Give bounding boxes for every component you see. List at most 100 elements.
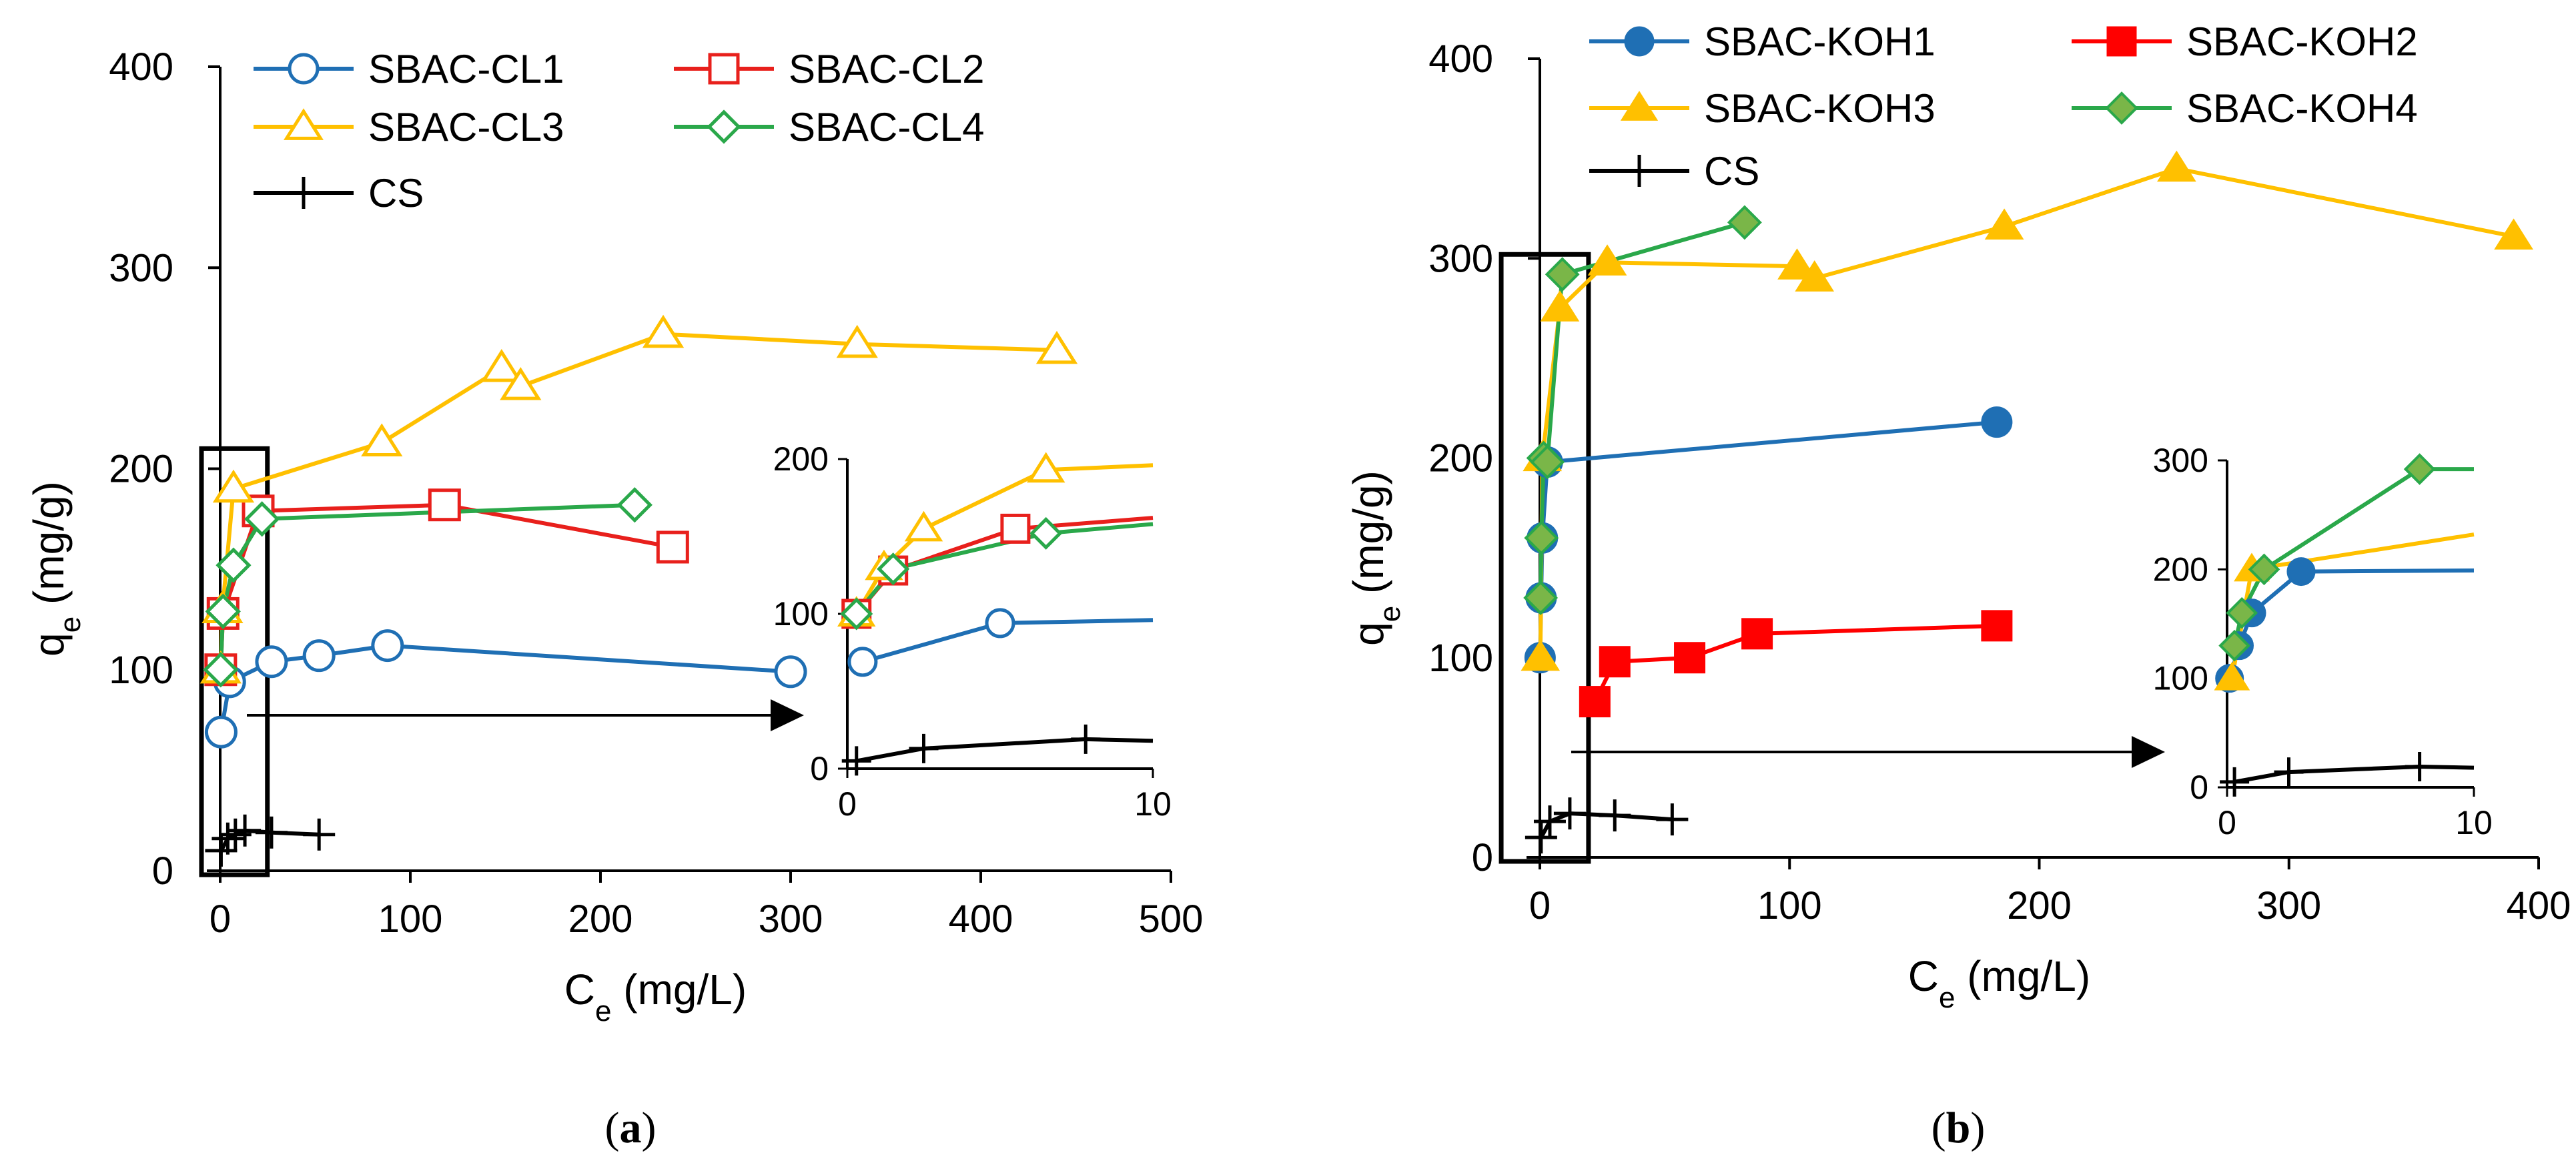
y-axis-title: qe (mg/g) — [25, 481, 87, 657]
y-tick-label: 0 — [1472, 836, 1493, 879]
series-line-sbac-koh2 — [1593, 623, 1997, 703]
data-point-sbac-cl4 — [216, 547, 252, 583]
inset-series-line-sbac-cl4 — [855, 522, 1154, 615]
y-tick-label: 300 — [1428, 237, 1493, 280]
legend-marker-sbac-cl2 — [708, 53, 740, 85]
data-point-sbac-cl3 — [642, 314, 685, 348]
inset-data-point-cs — [909, 733, 939, 763]
legend-item-sbac-cl1: SBAC-CL1 — [254, 47, 564, 91]
inset-series-line-sbac-koh4 — [2232, 467, 2474, 647]
data-point-cs — [1525, 821, 1557, 854]
inset-data-point-sbac-koh3 — [2214, 661, 2250, 691]
data-point-sbac-cl1 — [371, 629, 404, 663]
panel-caption-a: (a) — [605, 1104, 657, 1152]
x-tick-label: 200 — [568, 897, 633, 941]
x-axis-title: Ce (mg/L) — [564, 965, 747, 1028]
legend-item-sbac-koh2: SBAC-KOH2 — [2072, 19, 2418, 64]
data-point-cs — [1533, 805, 1566, 838]
data-point-sbac-cl3 — [212, 469, 255, 503]
data-point-sbac-koh4 — [1524, 520, 1559, 556]
inset-data-point-cs — [2405, 751, 2435, 781]
legend-a: SBAC-CL1 SBAC-CL2 SBAC-CL3 SBAC-CL4 CS — [254, 47, 984, 216]
y-tick-label: 200 — [109, 448, 173, 491]
inset-y-tick-label: 300 — [2153, 442, 2208, 479]
inset-data-point-sbac-cl1 — [985, 608, 1015, 639]
legend-item-sbac-koh1: SBAC-KOH1 — [1589, 19, 1936, 64]
data-point-sbac-cl1 — [302, 639, 336, 673]
data-point-cs — [1553, 797, 1586, 830]
x-tick-label: 200 — [2007, 884, 2072, 927]
data-point-sbac-cl2 — [656, 530, 689, 564]
data-point-sbac-koh3 — [2494, 218, 2533, 250]
data-point-sbac-koh2 — [1981, 610, 2013, 642]
inset-data-point-sbac-cl3 — [904, 510, 943, 542]
legend-marker-cs — [1623, 155, 1655, 187]
inset-data-point-cs — [2220, 767, 2250, 797]
inset-chart-a: 0 100 200 0 10 — [773, 440, 1172, 823]
data-point-sbac-cl2 — [428, 488, 461, 522]
data-point-sbac-koh4 — [1530, 444, 1565, 480]
x-tick-label: 0 — [1529, 884, 1551, 927]
x-axis-title: Ce (mg/L) — [1908, 952, 2090, 1014]
inset-x-tick-label: 0 — [838, 785, 857, 823]
inset-x-tick-label: 10 — [2455, 804, 2493, 841]
x-tick-label: 100 — [378, 897, 443, 941]
legend-item-sbac-cl4: SBAC-CL4 — [674, 105, 984, 149]
y-tick-label: 100 — [109, 649, 173, 692]
data-point-cs — [229, 814, 262, 847]
inset-x-tick-label: 0 — [2218, 804, 2236, 841]
data-point-sbac-cl3 — [480, 348, 522, 382]
data-point-sbac-koh4 — [1727, 205, 1762, 240]
inset-chart-b: 0 100 200 300 0 10 — [2153, 442, 2493, 841]
x-tick-label: 400 — [949, 897, 1013, 941]
legend-marker-cs — [288, 177, 320, 209]
legend-item-sbac-koh4: SBAC-KOH4 — [2072, 86, 2418, 131]
data-point-sbac-cl4 — [616, 487, 653, 523]
data-point-sbac-koh2 — [1674, 642, 1706, 674]
x-tick-label: 300 — [759, 897, 823, 941]
legend-b: SBAC-KOH1 SBAC-KOH2 SBAC-KOH3 SBAC-KOH4 CS — [1589, 19, 2418, 193]
data-point-sbac-koh2 — [1599, 646, 1631, 678]
data-point-sbac-koh2 — [1741, 618, 1773, 650]
legend-label: CS — [368, 171, 424, 216]
inset-y-tick-label: 200 — [773, 440, 829, 478]
data-point-sbac-koh4 — [1545, 257, 1580, 292]
data-point-sbac-koh3 — [1587, 244, 1627, 276]
inset-y-tick-label: 200 — [2153, 550, 2208, 588]
inset-data-point-sbac-koh4 — [2218, 629, 2250, 662]
inset-data-point-sbac-cl4 — [840, 597, 873, 631]
data-point-sbac-cl4 — [244, 501, 280, 537]
data-point-sbac-koh3 — [1795, 260, 1835, 292]
y-tick-label: 300 — [109, 246, 173, 290]
y-tick-label: 100 — [1428, 637, 1493, 680]
data-point-sbac-koh3 — [2157, 150, 2196, 182]
data-point-sbac-koh3 — [1521, 639, 1561, 671]
inset-data-point-sbac-koh4 — [2226, 597, 2258, 629]
legend-label: SBAC-CL2 — [789, 47, 984, 91]
x-tick-label: 300 — [2256, 884, 2321, 927]
legend-label: SBAC-CL3 — [368, 105, 564, 149]
legend-item-sbac-cl3: SBAC-CL3 — [254, 105, 564, 149]
data-point-sbac-koh3 — [1540, 290, 1580, 322]
y-tick-label: 400 — [1428, 37, 1493, 81]
inset-series-line-sbac-koh3 — [2230, 532, 2475, 679]
y-tick-label: 200 — [1428, 437, 1493, 480]
data-point-sbac-koh3 — [1777, 248, 1817, 280]
inset-data-point-sbac-koh4 — [2403, 453, 2436, 485]
legend-label: SBAC-CL4 — [789, 105, 984, 149]
inset-y-tick-label: 100 — [2153, 660, 2208, 697]
y-axis-title: qe (mg/g) — [1344, 470, 1406, 646]
y-tick-label: 400 — [109, 45, 173, 89]
legend-marker-sbac-cl3 — [284, 108, 324, 140]
data-point-sbac-cl4 — [203, 652, 239, 688]
data-point-sbac-koh4 — [1523, 580, 1559, 615]
legend-label: SBAC-KOH3 — [1704, 86, 1936, 131]
series-line-sbac-koh3 — [1538, 166, 2515, 658]
inset-y-tick-label: 0 — [810, 750, 829, 787]
data-point-sbac-cl1 — [204, 715, 238, 749]
inset-x-tick-label: 10 — [1134, 785, 1172, 823]
series-line-sbac-cl2 — [218, 502, 673, 670]
